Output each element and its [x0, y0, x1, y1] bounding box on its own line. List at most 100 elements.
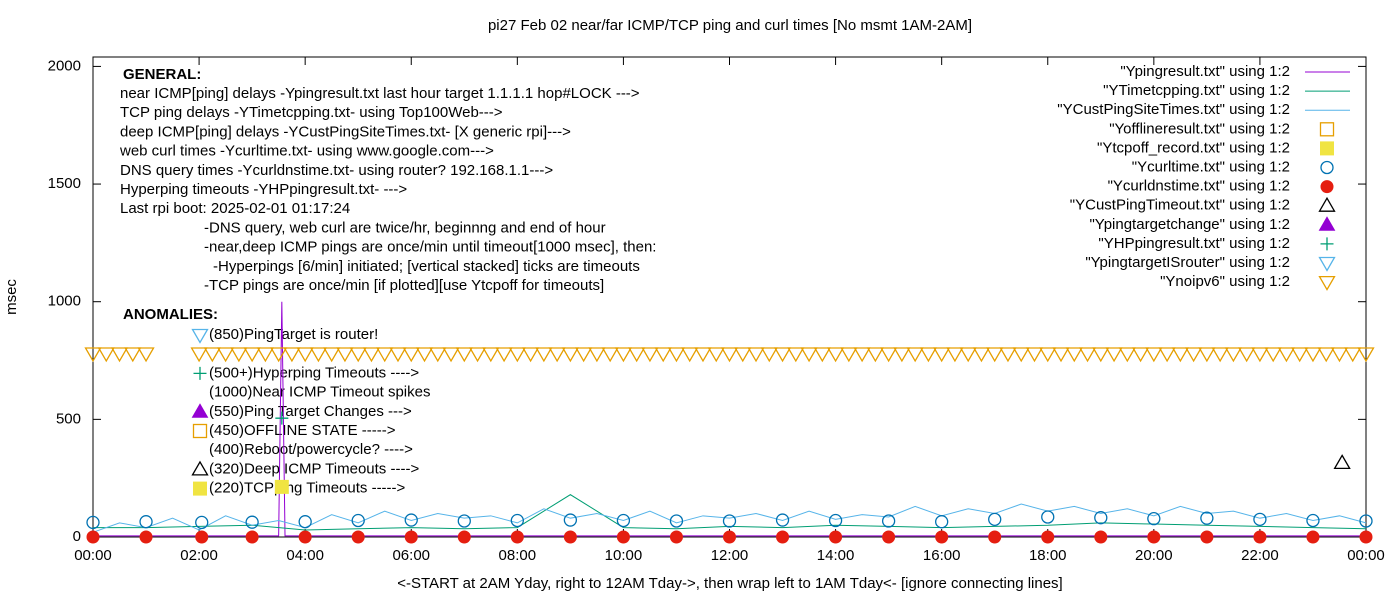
data-point	[298, 530, 312, 544]
x-tick-label: 12:00	[711, 547, 749, 564]
general-line: -TCP pings are once/min [if plotted][use…	[204, 277, 604, 294]
data-point	[404, 530, 418, 544]
anomaly-text: (220)TCPping Timeouts ----->	[209, 480, 406, 497]
data-point	[243, 347, 261, 363]
data-point	[336, 347, 354, 363]
data-point	[389, 347, 407, 363]
data-point	[1304, 347, 1322, 363]
data-point	[1330, 347, 1349, 363]
data-point	[1359, 514, 1373, 528]
x-tick-label: 08:00	[499, 547, 537, 564]
data-point	[1224, 347, 1243, 363]
legend-label: "Ypingtargetchange" using 1:2	[1089, 216, 1290, 233]
anomaly-marker	[192, 423, 208, 439]
data-point	[203, 347, 221, 363]
legend-label: "YHPpingresult.txt" using 1:2	[1098, 235, 1290, 252]
data-point	[935, 530, 949, 544]
data-point	[1238, 347, 1256, 363]
data-point	[588, 347, 606, 363]
data-point	[376, 347, 394, 363]
legend-label: "Ytcpoff_record.txt" using 1:2	[1097, 139, 1290, 156]
data-point	[959, 347, 977, 363]
data-point	[349, 347, 367, 363]
y-tick-label: 2000	[48, 57, 81, 74]
general-line: TCP ping delays -YTimetcpping.txt- using…	[120, 104, 503, 121]
data-point	[723, 530, 736, 544]
data-point	[669, 530, 683, 544]
data-point	[1025, 347, 1044, 363]
anomaly-text: (320)Deep ICMP Timeouts ---->	[209, 460, 419, 477]
data-point	[882, 530, 896, 544]
data-point	[1078, 347, 1097, 363]
y-axis-label: msec	[3, 279, 20, 315]
data-point	[137, 347, 155, 363]
data-point	[826, 347, 845, 363]
anomaly-marker	[191, 403, 209, 418]
data-point	[667, 347, 686, 363]
data-point	[1333, 454, 1351, 470]
data-point	[933, 347, 951, 363]
data-point	[296, 347, 314, 363]
data-point	[510, 530, 524, 544]
anomaly-text: (550)Ping Target Changes --->	[209, 403, 412, 420]
legend-swatch	[1318, 275, 1336, 291]
data-point	[840, 347, 858, 363]
data-point	[508, 347, 526, 363]
data-point	[1357, 347, 1375, 363]
data-point	[1253, 530, 1267, 544]
data-point	[813, 347, 831, 363]
legend-swatch	[1320, 160, 1334, 175]
data-point	[195, 530, 209, 544]
data-point	[190, 347, 208, 363]
data-point	[641, 347, 659, 363]
data-point	[457, 530, 471, 544]
data-point	[1094, 530, 1108, 544]
data-point	[828, 513, 843, 528]
anomaly-text: (500+)Hyperping Timeouts ---->	[209, 364, 419, 381]
legend-label: "YTimetcpping.txt" using 1:2	[1103, 82, 1290, 99]
legend-label: "Yofflineresult.txt" using 1:2	[1109, 120, 1290, 137]
general-line: DNS query times -Ycurldnstime.txt- using…	[120, 162, 553, 179]
data-point	[404, 513, 418, 527]
x-tick-label: 22:00	[1241, 547, 1279, 564]
data-point	[694, 347, 712, 363]
data-point	[866, 347, 884, 363]
data-point	[1253, 512, 1267, 527]
general-line: deep ICMP[ping] delays -YCustPingSiteTim…	[120, 123, 571, 140]
data-point	[707, 347, 725, 363]
anomaly-text: (400)Reboot/powercycle? ---->	[209, 441, 413, 458]
data-point	[654, 347, 672, 363]
data-point	[1147, 511, 1161, 526]
legend-label: "Ycurldnstime.txt" using 1:2	[1108, 178, 1290, 195]
data-point	[776, 530, 790, 544]
anomaly-text: (850)PingTarget is router!	[209, 326, 378, 343]
general-line: web curl times -Ycurltime.txt- using www…	[119, 143, 494, 160]
data-point	[521, 347, 540, 363]
data-point	[274, 479, 289, 494]
general-line: -near,deep ICMP pings are once/min until…	[204, 239, 656, 256]
anomaly-marker	[191, 328, 209, 344]
data-point	[124, 347, 142, 363]
data-point	[681, 347, 699, 363]
data-point	[402, 347, 420, 363]
data-point	[1145, 347, 1163, 363]
data-point	[601, 347, 619, 363]
legend-label: "YCustPingTimeout.txt" using 1:2	[1070, 197, 1290, 214]
x-axis-label: <-START at 2AM Yday, right to 12AM Tday-…	[397, 575, 1062, 592]
y-tick-label: 500	[56, 410, 81, 427]
data-point	[1344, 347, 1362, 363]
data-point	[946, 347, 964, 363]
data-point	[245, 515, 259, 529]
x-tick-label: 16:00	[923, 547, 961, 564]
data-point	[935, 515, 949, 529]
legend-swatch	[1318, 196, 1336, 212]
data-point	[1200, 511, 1214, 525]
data-point	[97, 347, 115, 363]
data-point	[800, 347, 818, 363]
data-point	[1211, 347, 1229, 363]
data-point	[614, 347, 633, 363]
y-tick-label: 0	[73, 528, 81, 545]
x-tick-label: 00:00	[1347, 547, 1385, 564]
data-point	[351, 530, 365, 544]
legend-swatch	[1319, 122, 1335, 137]
